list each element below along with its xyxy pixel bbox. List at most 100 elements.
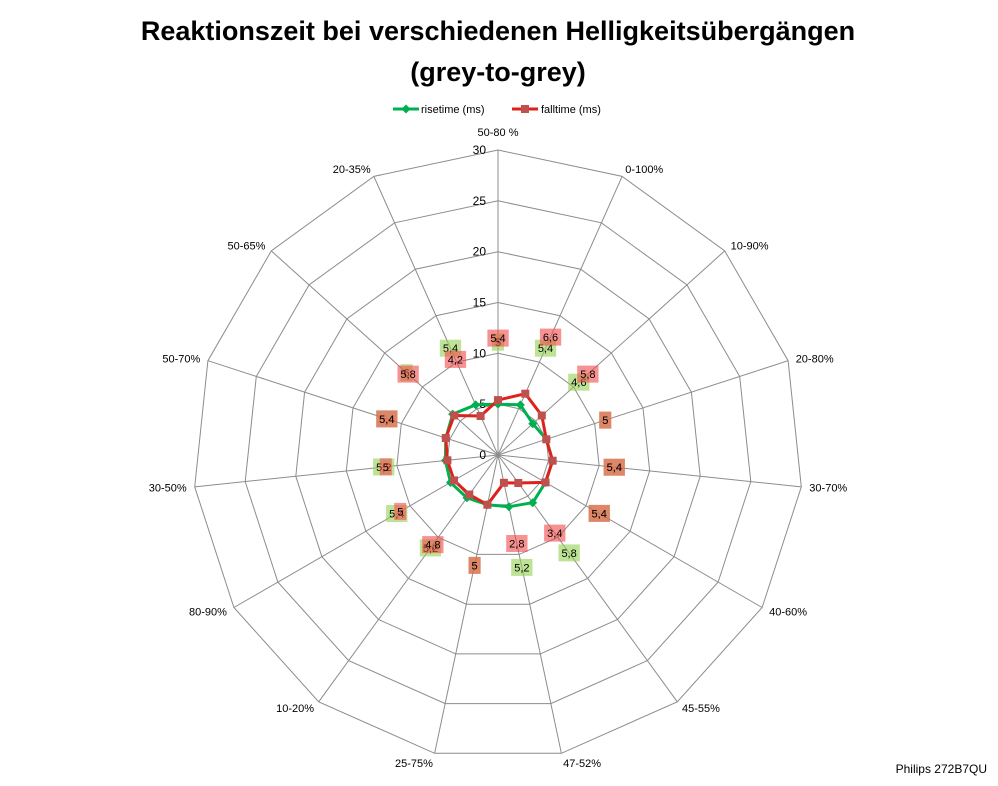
data-label-box	[544, 524, 566, 542]
data-label-value: 5,8	[580, 369, 595, 381]
data-point-marker	[504, 502, 514, 512]
category-label: 80-90%	[189, 607, 227, 619]
data-label-box	[376, 410, 398, 428]
data-point-marker	[483, 500, 492, 509]
grid-ring	[345, 301, 651, 605]
data-point-marker	[514, 479, 523, 487]
data-label-box	[603, 458, 625, 476]
data-label-value: 5,4	[592, 508, 607, 520]
axis-spoke	[497, 454, 678, 703]
category-label: 50-80 %	[478, 127, 519, 139]
data-label: 5,8	[558, 544, 580, 562]
legend-item-risetime: risetime (ms)	[393, 104, 485, 116]
series-line	[444, 392, 555, 507]
data-point-marker	[528, 419, 538, 429]
axis-tick-label: 15	[473, 296, 487, 310]
data-label: 5	[599, 411, 612, 429]
data-label-box	[511, 558, 533, 576]
data-point-marker	[476, 412, 485, 420]
data-label-box	[588, 504, 610, 522]
data-label: 5,4	[487, 329, 509, 347]
legend: risetime (ms) falltime (ms)	[393, 104, 601, 116]
data-label-box	[394, 502, 407, 520]
data-label-box	[379, 458, 392, 476]
category-label: 10-90%	[731, 241, 769, 253]
data-label-value: 5,4	[490, 333, 505, 345]
data-label-value: 5,8	[561, 548, 576, 560]
data-label: 5,4	[603, 458, 625, 476]
data-point-marker	[542, 435, 551, 444]
data-label: 5	[379, 458, 392, 476]
data-label-value: 5	[602, 415, 608, 427]
data-label-box	[577, 365, 599, 383]
data-label: 2,8	[506, 535, 528, 552]
data-label: 5,2	[511, 558, 533, 576]
data-point-marker	[541, 478, 550, 487]
axis-tick-label: 20	[473, 245, 487, 259]
data-point-marker	[521, 389, 530, 398]
category-label: 10-20%	[276, 703, 314, 715]
data-label: 5,8	[397, 365, 419, 383]
data-point-marker	[450, 476, 458, 485]
category-label: 20-35%	[333, 164, 371, 176]
data-label-box	[444, 350, 467, 368]
data-point-marker	[465, 490, 474, 499]
category-labels: 50-80 % 0-100% 10-90% 20-80% 30-70% 40-60% 45-…	[149, 127, 848, 770]
grid-ring	[194, 149, 802, 754]
grid-ring	[244, 200, 752, 705]
category-label: 30-70%	[809, 483, 847, 495]
axis-spoke	[497, 250, 726, 456]
category-label: 40-60%	[769, 607, 807, 619]
data-label: 4,8	[422, 536, 444, 554]
data-label-value: 4,8	[425, 540, 440, 552]
data-label-value: 5,8	[400, 369, 415, 381]
data-point-marker	[528, 498, 538, 508]
axis-tick-label: 25	[473, 194, 487, 208]
data-label-box	[558, 544, 580, 562]
data-label-box	[422, 536, 444, 554]
category-label: 25-75%	[395, 758, 433, 770]
data-label-value: 5,4	[379, 414, 394, 426]
data-label-value: 5	[397, 506, 403, 518]
data-label-box	[468, 556, 481, 574]
data-label: 6,6	[539, 328, 562, 346]
data-point-marker	[443, 456, 452, 465]
data-label: 5	[468, 556, 481, 574]
data-label-value: 5	[471, 560, 477, 572]
data-label-value: 6,6	[543, 332, 558, 344]
data-label-value: 5,2	[514, 562, 529, 574]
legend-label-falltime: falltime (ms)	[541, 104, 601, 116]
axis-tick-label: 10	[473, 346, 487, 360]
axis-spoke	[270, 250, 499, 456]
data-point-marker	[548, 456, 557, 465]
data-label-value: 2,8	[509, 539, 524, 551]
grid-ring	[396, 352, 600, 555]
category-label: 50-70%	[162, 353, 200, 365]
category-label: 0-100%	[625, 164, 663, 176]
diamond-marker-icon	[401, 104, 411, 114]
data-label: 4,2	[444, 350, 467, 368]
square-marker-icon	[521, 105, 529, 113]
legend-label-risetime: risetime (ms)	[421, 104, 485, 116]
legend-item-falltime: falltime (ms)	[512, 104, 601, 116]
data-label: 5,4	[588, 504, 610, 522]
data-point-marker	[471, 400, 481, 410]
data-labels: 55,44,655,45,45,85,255,25,45,25,465,45,4…	[373, 328, 625, 576]
data-point-marker	[537, 411, 546, 420]
category-label: 45-55%	[682, 703, 720, 715]
data-label-value: 5,4	[538, 343, 553, 355]
data-label-value: 5,4	[607, 462, 622, 474]
data-point-marker	[499, 478, 508, 487]
axis-tick-label: 30	[473, 143, 487, 157]
data-label: 5	[394, 502, 407, 520]
data-label-box	[599, 411, 612, 429]
grid-ring	[295, 251, 701, 655]
category-label: 47-52%	[563, 758, 601, 770]
axis-tick-label: 0	[479, 448, 486, 462]
data-label-box	[487, 329, 509, 347]
data-label-box	[539, 328, 562, 346]
chart-title-line-1: Reaktionszeit bei verschiedenen Helligke…	[141, 16, 855, 46]
axis-spoke	[497, 176, 623, 456]
data-label-value: 5	[383, 462, 389, 474]
